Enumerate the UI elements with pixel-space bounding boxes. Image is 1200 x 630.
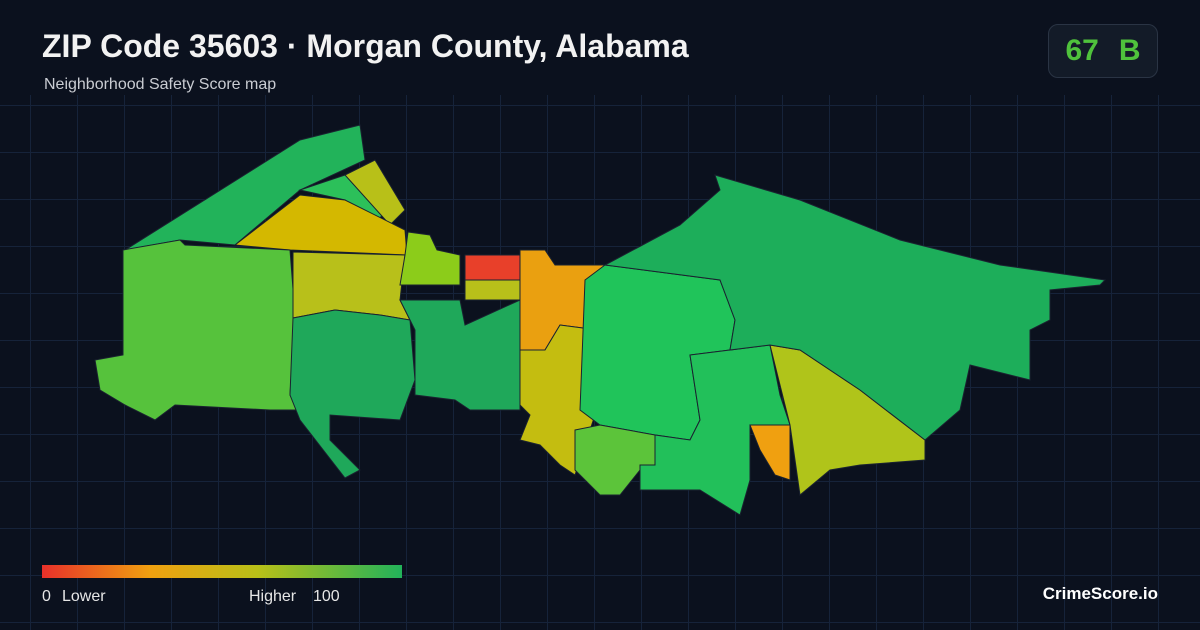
area [399, 299, 521, 411]
legend-min-label: Lower [62, 588, 106, 605]
score-badge: 67 B [1048, 24, 1158, 78]
area [749, 424, 791, 481]
area [124, 124, 366, 251]
brand: CrimeScore.io [1042, 584, 1158, 603]
area [289, 309, 416, 479]
area [399, 231, 461, 286]
area [464, 279, 521, 301]
legend-gradient [42, 565, 402, 578]
area [292, 251, 411, 321]
area [603, 174, 1107, 441]
score-value: 67 [1065, 34, 1099, 67]
subtitle: Neighborhood Safety Score map [44, 76, 277, 93]
legend-max-label: Higher [249, 588, 297, 605]
score-grade: B [1118, 34, 1141, 67]
area [464, 254, 521, 281]
area [94, 239, 301, 421]
title: ZIP Code 35603 · Morgan County, Alabama [42, 28, 689, 64]
legend-max: 100 [313, 588, 340, 605]
area [639, 344, 791, 516]
area [344, 159, 406, 226]
legend-min: 0 [42, 588, 51, 605]
